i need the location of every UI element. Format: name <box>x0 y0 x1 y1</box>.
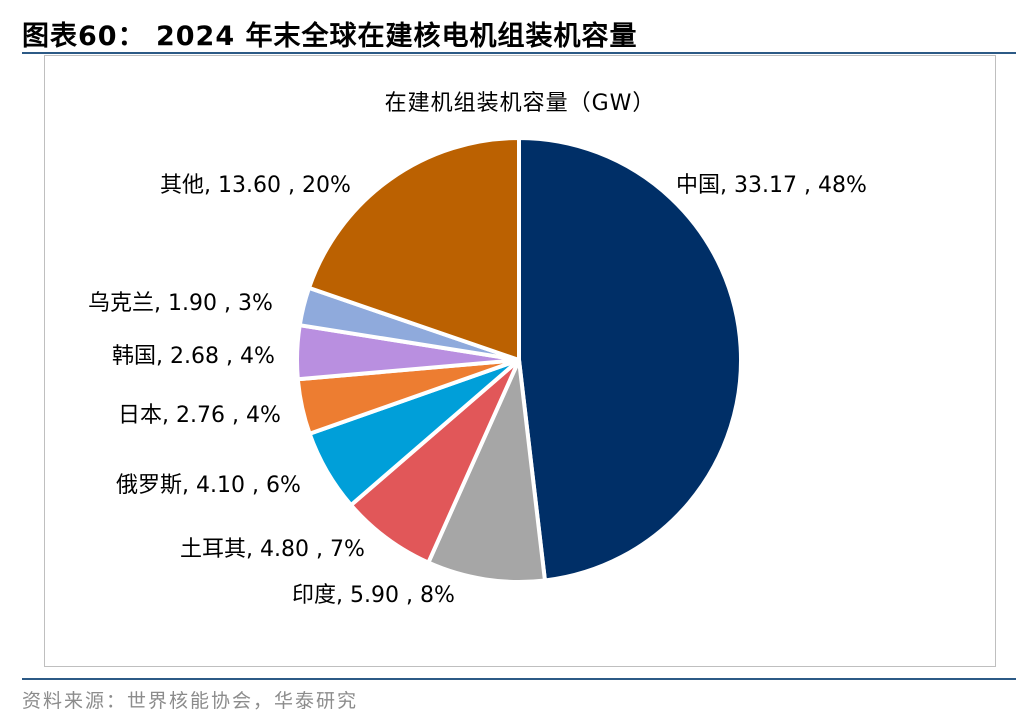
slice-label-2: 土耳其, 4.80 , 7% <box>180 537 365 562</box>
pie-labels: 中国, 33.17 , 48% 印度, 5.90 , 8% 土耳其, 4.80 , … <box>88 173 867 608</box>
slice-label-0: 中国, 33.17 , 48% <box>676 173 867 198</box>
bottom-rule <box>22 678 1016 680</box>
slice-label-1: 印度, 5.90 , 8% <box>292 583 455 608</box>
slice-label-7: 其他, 13.60 , 20% <box>160 173 351 198</box>
pie-slice-1 <box>426 358 547 584</box>
slice-label-6: 乌克兰, 1.90 , 3% <box>88 291 273 316</box>
pie-slice-7 <box>307 136 521 362</box>
top-rule <box>22 52 1016 54</box>
chart-title: 在建机组装机容量（GW） <box>385 91 656 116</box>
slice-label-4: 日本, 2.76 , 4% <box>118 403 281 428</box>
slice-label-3: 俄罗斯, 4.10 , 6% <box>116 473 301 498</box>
pie-slices <box>295 136 743 584</box>
source-note: 资料来源：世界核能协会，华泰研究 <box>22 690 359 712</box>
slice-label-5: 韩国, 2.68 , 4% <box>112 344 275 369</box>
figure-title: 图表60： 2024 年末全球在建核电机组装机容量 <box>22 21 638 52</box>
pie-slice-0 <box>517 136 743 583</box>
